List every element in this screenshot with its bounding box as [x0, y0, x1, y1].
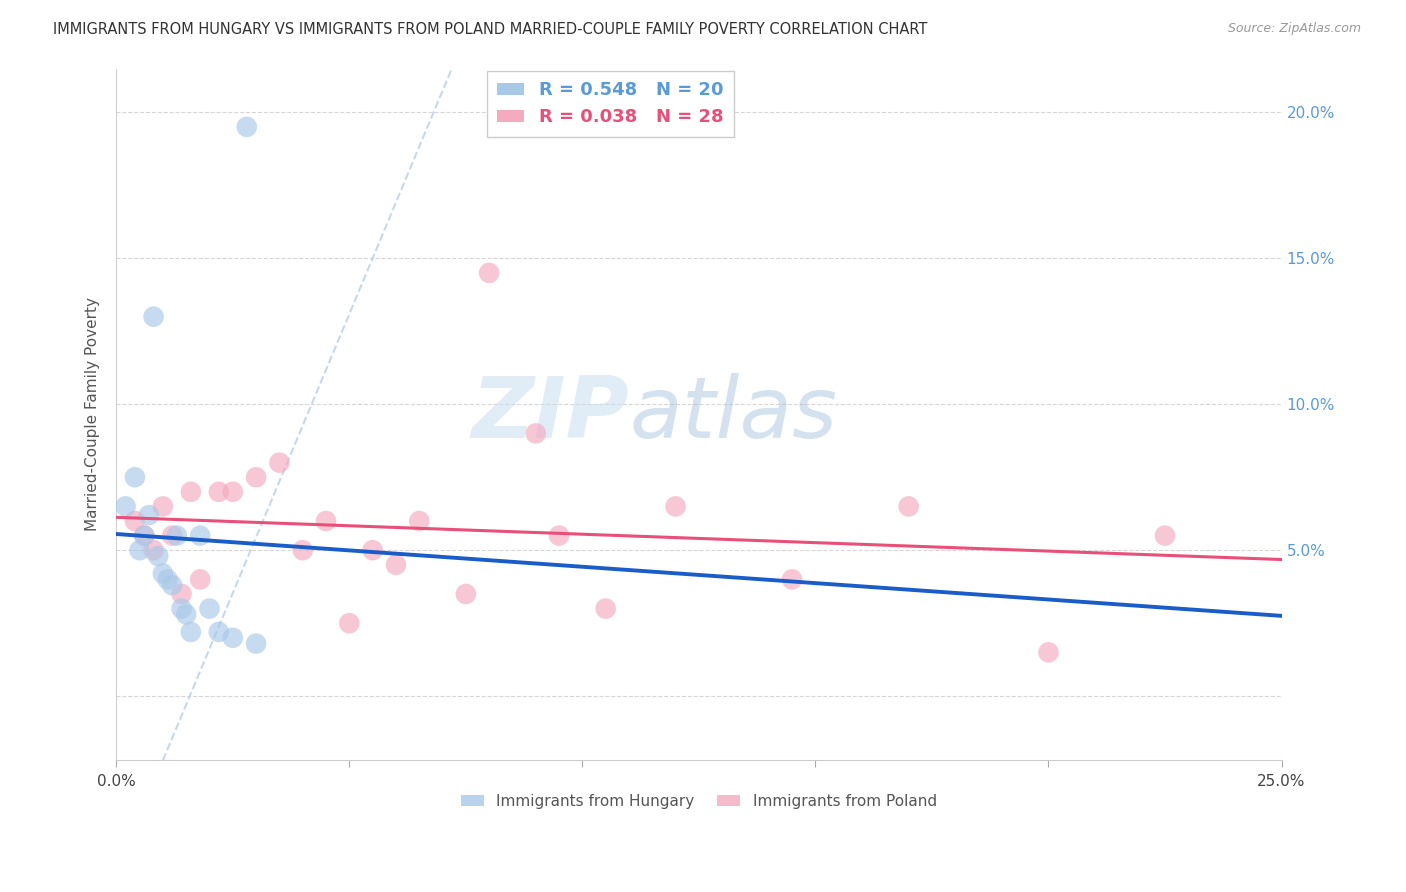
- Point: [138, 508, 160, 523]
- Y-axis label: Married-Couple Family Poverty: Married-Couple Family Poverty: [86, 297, 100, 532]
- Point: [160, 578, 183, 592]
- Point: [188, 573, 211, 587]
- Point: [134, 528, 156, 542]
- Point: [665, 500, 688, 514]
- Point: [160, 528, 183, 542]
- Point: [124, 514, 146, 528]
- Point: [208, 484, 231, 499]
- Point: [170, 587, 193, 601]
- Point: [361, 543, 384, 558]
- Point: [142, 543, 165, 558]
- Point: [222, 484, 245, 499]
- Text: Source: ZipAtlas.com: Source: ZipAtlas.com: [1227, 22, 1361, 36]
- Point: [897, 500, 920, 514]
- Point: [152, 500, 174, 514]
- Point: [291, 543, 314, 558]
- Text: ZIP: ZIP: [471, 373, 628, 456]
- Point: [236, 120, 259, 134]
- Point: [142, 310, 165, 324]
- Point: [385, 558, 408, 572]
- Point: [166, 528, 188, 542]
- Point: [198, 601, 221, 615]
- Point: [337, 616, 360, 631]
- Point: [148, 549, 170, 563]
- Point: [245, 637, 267, 651]
- Point: [156, 573, 179, 587]
- Point: [1038, 645, 1060, 659]
- Point: [269, 456, 291, 470]
- Point: [188, 528, 211, 542]
- Point: [124, 470, 146, 484]
- Point: [595, 601, 617, 615]
- Point: [180, 624, 202, 639]
- Point: [478, 266, 501, 280]
- Point: [548, 528, 571, 542]
- Point: [1154, 528, 1177, 542]
- Point: [245, 470, 267, 484]
- Point: [315, 514, 337, 528]
- Point: [174, 607, 197, 622]
- Point: [408, 514, 430, 528]
- Point: [170, 601, 193, 615]
- Point: [222, 631, 245, 645]
- Point: [454, 587, 477, 601]
- Point: [524, 426, 547, 441]
- Point: [152, 566, 174, 581]
- Point: [128, 543, 150, 558]
- Point: [208, 624, 231, 639]
- Point: [114, 500, 136, 514]
- Point: [180, 484, 202, 499]
- Legend: Immigrants from Hungary, Immigrants from Poland: Immigrants from Hungary, Immigrants from…: [456, 788, 943, 815]
- Point: [780, 573, 803, 587]
- Text: atlas: atlas: [628, 373, 837, 456]
- Text: IMMIGRANTS FROM HUNGARY VS IMMIGRANTS FROM POLAND MARRIED-COUPLE FAMILY POVERTY : IMMIGRANTS FROM HUNGARY VS IMMIGRANTS FR…: [53, 22, 928, 37]
- Point: [134, 528, 156, 542]
